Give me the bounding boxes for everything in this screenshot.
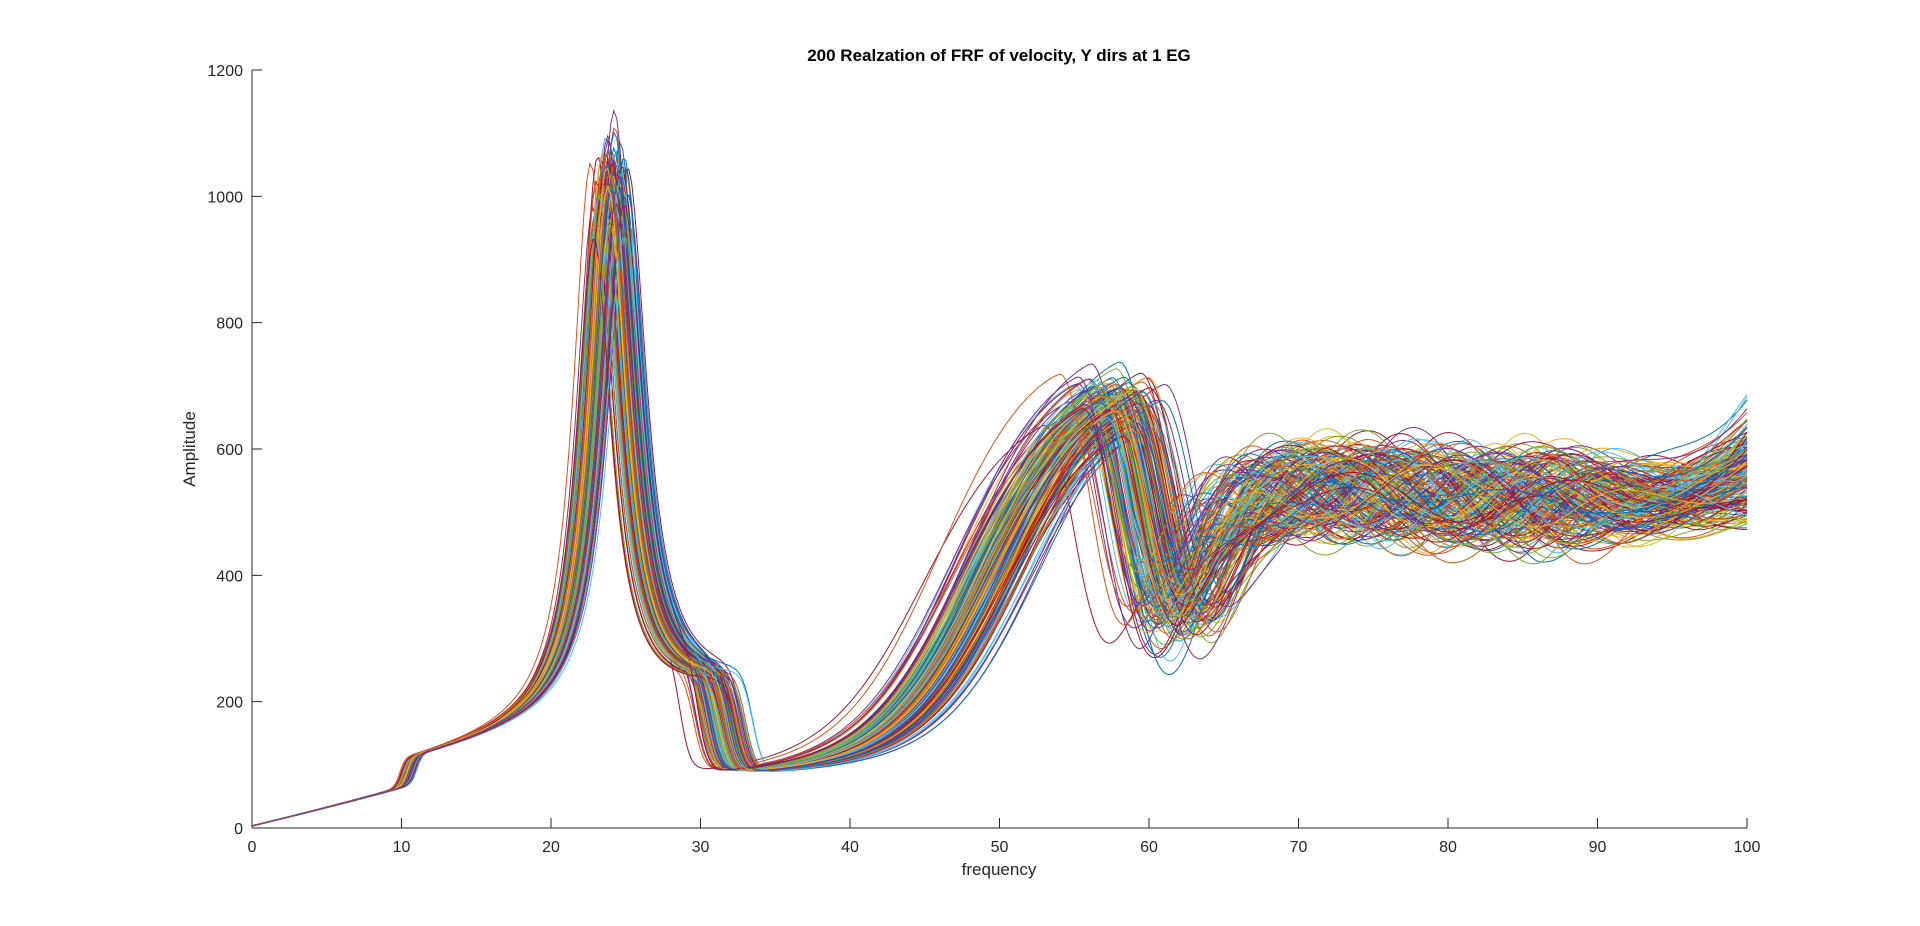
chart-title: 200 Realzation of FRF of velocity, Y dir… (807, 46, 1191, 65)
y-tick-label: 400 (216, 568, 243, 585)
x-tick-label: 50 (991, 839, 1009, 856)
x-tick-label: 100 (1734, 839, 1761, 856)
y-tick-label: 1200 (207, 63, 243, 80)
tick-labels: 0 10 20 30 40 50 60 70 80 90 100020040060080010001… (207, 63, 1760, 856)
axes (251, 69, 1748, 829)
y-tick-label: 0 (234, 821, 243, 838)
plot-lines (251, 108, 1748, 827)
y-tick-label: 1000 (207, 189, 243, 206)
series-line (251, 175, 1748, 827)
series-line (251, 204, 1748, 827)
x-axis-label: frequency (962, 860, 1037, 879)
x-tick-label: 10 (393, 839, 411, 856)
x-tick-label: 40 (841, 839, 859, 856)
x-tick-label: 20 (542, 839, 560, 856)
y-axis-label: Amplitude (180, 411, 199, 487)
series-line (251, 167, 1748, 827)
x-tick-label: 70 (1290, 839, 1308, 856)
x-tick-label: 30 (692, 839, 710, 856)
y-tick-label: 800 (216, 316, 243, 333)
y-tick-label: 200 (216, 695, 243, 712)
series-line (251, 237, 1748, 827)
x-tick-label: 60 (1140, 839, 1158, 856)
x-tick-label: 80 (1439, 839, 1457, 856)
series-line (251, 184, 1748, 827)
y-tick-label: 600 (216, 442, 243, 459)
x-tick-label: 0 (248, 839, 257, 856)
x-tick-label: 90 (1589, 839, 1607, 856)
series-line (251, 187, 1748, 827)
